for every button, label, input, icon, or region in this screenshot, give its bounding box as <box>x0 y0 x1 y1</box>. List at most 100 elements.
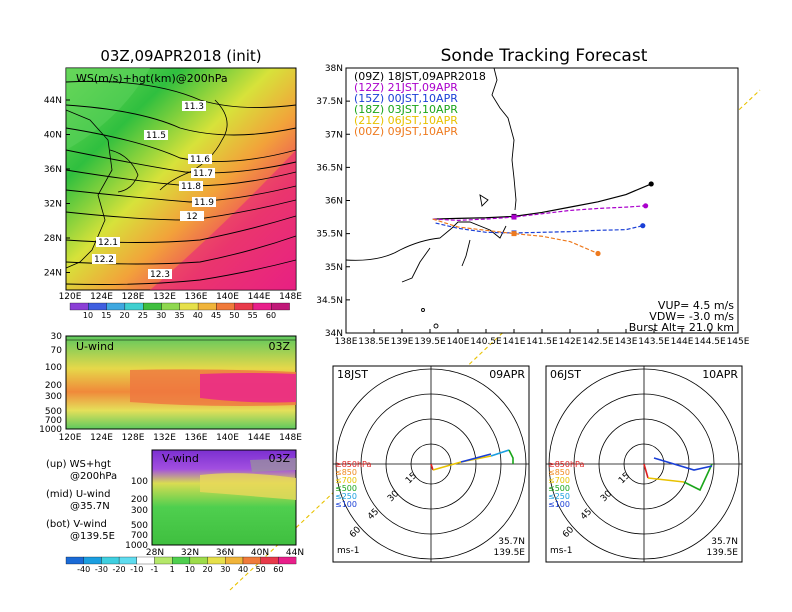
track-endpoint <box>640 223 646 229</box>
contour-label: 11.7 <box>193 169 213 179</box>
track-lat-label: 37N <box>325 130 343 140</box>
track-series <box>432 181 654 257</box>
wind-colorbar-swatch <box>83 556 102 565</box>
legend-entry: (18Z) 03JST,10APR <box>354 103 458 116</box>
ws-colorbar-label: 15 <box>101 311 111 320</box>
contour-label-bg <box>180 211 204 221</box>
height-contours <box>65 80 297 285</box>
coastline-korea <box>109 149 139 193</box>
contour-label-bg <box>188 154 212 164</box>
contour-label: 11.6 <box>190 155 210 165</box>
info-vdw: VDW= -3.0 m/s <box>649 310 734 323</box>
track-legend: (09Z) 18JST,09APR2018(12Z) 21JST,09APR(1… <box>354 70 486 138</box>
ws-colorbar-label: 10 <box>83 311 93 320</box>
track-lon-label: 144E <box>671 337 694 347</box>
legend-entry: (09Z) 18JST,09APR2018 <box>354 70 486 83</box>
legend-entry: (12Z) 21JST,09APR <box>354 81 458 94</box>
hodograph-level: ≤700 <box>548 476 570 485</box>
trajectory-guide-line <box>229 89 761 591</box>
ws-colorbar-label: 40 <box>193 311 203 320</box>
v-pressure-label: 1000 <box>125 541 148 551</box>
u-lon-label: 140E <box>216 433 239 443</box>
right-title: Sonde Tracking Forecast <box>441 46 648 66</box>
hodograph-trace <box>430 463 434 471</box>
wind-colorbar-label: -20 <box>113 565 126 574</box>
info-burst: Burst Alt= 21.0 km <box>629 321 734 334</box>
ws-map <box>65 67 297 291</box>
track-lat-label: 34.5N <box>316 296 343 306</box>
track-lat-label: 35N <box>325 263 343 273</box>
lon-tick-label: 148E <box>279 292 302 302</box>
ws-colorbar-label: 30 <box>156 311 166 320</box>
track-lon-label: 138.5E <box>358 337 390 347</box>
lon-tick-label: 140E <box>216 292 239 302</box>
hodograph-time: 18JST <box>337 368 368 381</box>
track-lat-label: 35.5N <box>316 230 343 240</box>
ws-colorbar-swatch <box>124 302 144 311</box>
contour-label-bg <box>191 168 215 178</box>
ws-colorbar-swatch <box>179 302 199 311</box>
track-line <box>432 205 646 221</box>
hodograph-date: 10APR <box>702 368 738 381</box>
lon-tick-label: 136E <box>185 292 208 302</box>
v-lat-label: 28N <box>146 548 164 558</box>
track-coastline <box>345 67 517 329</box>
track-lon-label: 138E <box>335 337 358 347</box>
track-lon-label: 144.5E <box>694 337 726 347</box>
track-lon-label: 139E <box>391 337 414 347</box>
track-endpoint <box>643 203 649 209</box>
hodograph-06jst: 06JST 10APR≥850hPa≤850≤700≤500≤250≤100153… <box>545 365 743 563</box>
ws-colorbar-label: 50 <box>229 311 239 320</box>
hodograph-trace <box>490 449 510 457</box>
ws-colorbar-swatch <box>197 302 217 311</box>
left-title: 03Z,09APR2018 (init) <box>100 47 261 65</box>
wind-colorbar-label: -1 <box>151 565 159 574</box>
track-lon-label: 139.5E <box>414 337 446 347</box>
track-burst-marker <box>511 214 517 220</box>
v-pressure-label: 700 <box>131 531 148 541</box>
wind-colorbar-swatch <box>101 556 120 565</box>
ws-colorbar-label: 45 <box>211 311 221 320</box>
lat-tick-label: 44N <box>44 96 62 106</box>
track-line <box>435 222 643 234</box>
u-pressure-label: 200 <box>45 381 62 391</box>
wind-colorbar-swatch <box>278 556 297 565</box>
v-wind-panel <box>151 449 297 546</box>
u-wind-panel <box>65 335 297 430</box>
wind-colorbar-label: 30 <box>220 565 230 574</box>
hodograph-level: ≤700 <box>335 476 357 485</box>
ws-colorbar-label: 25 <box>138 311 148 320</box>
track-lat-label: 36N <box>325 197 343 207</box>
hodograph-loc: 139.5E <box>707 548 739 558</box>
hodograph-trace <box>508 449 514 464</box>
note-line-b: @139.5E <box>70 531 115 542</box>
wind-colorbar-label: 40 <box>238 565 248 574</box>
wind-colorbar-swatch <box>242 556 261 565</box>
legend-entry: (15Z) 00JST,10APR <box>354 92 458 105</box>
contour-label: 11.8 <box>181 182 201 192</box>
lon-tick-label: 144E <box>248 292 271 302</box>
wind-colorbar-swatch <box>65 556 84 565</box>
contour-label-bg <box>182 101 206 111</box>
u-pressure-label: 1000 <box>39 425 62 435</box>
ws-colorbar-swatch <box>234 302 254 311</box>
contour-label: 11.5 <box>146 131 166 141</box>
hodograph-trace <box>460 453 492 463</box>
lon-tick-label: 132E <box>153 292 176 302</box>
panel-notes: (up) WS+hgt@200hPa (mid) U-wind@35.7N (bot… <box>46 459 117 542</box>
wind-colorbar-swatch <box>136 556 155 565</box>
track-endpoint <box>648 181 654 187</box>
hodograph-loc: 139.5E <box>494 548 526 558</box>
wind-colorbar-label: -10 <box>130 565 143 574</box>
note-line-a: (up) WS+hgt <box>46 459 111 470</box>
u-lon-label: 124E <box>90 433 113 443</box>
hodograph-trace <box>643 463 649 479</box>
u-wind-label: U-wind <box>76 340 114 353</box>
ws-colorbar-label: 60 <box>266 311 276 320</box>
wind-colorbar-label: 10 <box>185 565 195 574</box>
hodograph-loc: 35.7N <box>498 537 525 547</box>
contour-label-bg <box>92 254 116 264</box>
coastline-asia <box>65 109 113 269</box>
lat-tick-label: 24N <box>44 269 62 279</box>
track-lon-label: 140E <box>447 337 470 347</box>
